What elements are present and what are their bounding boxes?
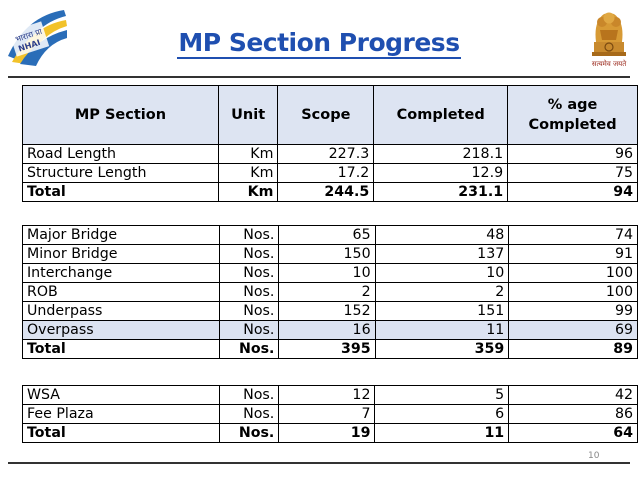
cell-pct: 75	[507, 163, 638, 183]
cell-unit: Nos.	[218, 339, 280, 359]
cell-completed: 151	[374, 301, 510, 321]
cell-completed: 231.1	[373, 182, 509, 202]
table-total-row: Total Nos. 19 11 64	[22, 423, 638, 443]
cell-completed: 218.1	[373, 144, 509, 164]
cell-scope: 12	[278, 385, 376, 405]
cell-pct: 69	[508, 320, 638, 340]
cell-name: Road Length	[22, 144, 219, 164]
cell-unit: Km	[217, 144, 279, 164]
table-header-row: MP Section Unit Scope Completed % age Co…	[22, 85, 638, 145]
cell-scope: 19	[278, 423, 376, 443]
cell-unit: Nos.	[218, 423, 280, 443]
cell-unit: Km	[217, 182, 279, 202]
cell-name: WSA	[22, 385, 220, 405]
cell-unit: Nos.	[218, 301, 280, 321]
cell-scope: 10	[278, 263, 376, 283]
cell-name: Total	[22, 182, 219, 202]
cell-scope: 2	[278, 282, 376, 302]
cell-completed: 2	[374, 282, 510, 302]
cell-pct: 91	[508, 244, 638, 264]
cell-scope: 227.3	[277, 144, 375, 164]
cell-pct: 42	[508, 385, 638, 405]
cell-scope: 244.5	[277, 182, 375, 202]
cell-unit: Nos.	[218, 225, 280, 245]
header-completed: Completed	[373, 85, 509, 145]
cell-completed: 11	[374, 423, 510, 443]
progress-table-facilities: WSA Nos. 12 5 42 Fee Plaza Nos. 7 6 86 T…	[22, 385, 638, 443]
top-divider	[8, 76, 630, 78]
cell-completed: 5	[374, 385, 510, 405]
emblem-caption: सत्यमेव जयते	[591, 60, 627, 68]
cell-pct: 94	[507, 182, 638, 202]
header-unit: Unit	[217, 85, 279, 145]
header-scope: Scope	[277, 85, 375, 145]
cell-unit: Nos.	[218, 263, 280, 283]
table-row: Minor Bridge Nos. 150 137 91	[22, 244, 638, 264]
table-total-row: Total Nos. 395 359 89	[22, 339, 638, 359]
header-mp-section: MP Section	[22, 85, 219, 145]
cell-pct: 86	[508, 404, 638, 424]
cell-name: Interchange	[22, 263, 220, 283]
national-emblem-logo: सत्यमेव जयते	[586, 4, 632, 72]
header-percent-completed: % age Completed	[507, 85, 638, 145]
cell-pct: 64	[508, 423, 638, 443]
cell-completed: 12.9	[373, 163, 509, 183]
cell-scope: 16	[278, 320, 376, 340]
page-number: 10	[588, 451, 600, 461]
progress-table-length: MP Section Unit Scope Completed % age Co…	[22, 85, 638, 202]
table-row-highlighted: Overpass Nos. 16 11 69	[22, 320, 638, 340]
cell-name: Total	[22, 423, 220, 443]
table-row: Major Bridge Nos. 65 48 74	[22, 225, 638, 245]
table-total-row: Total Km 244.5 231.1 94	[22, 182, 638, 202]
cell-completed: 137	[374, 244, 510, 264]
cell-unit: Nos.	[218, 404, 280, 424]
table-row: Structure Length Km 17.2 12.9 75	[22, 163, 638, 183]
cell-scope: 150	[278, 244, 376, 264]
cell-unit: Nos.	[218, 282, 280, 302]
table-row: Interchange Nos. 10 10 100	[22, 263, 638, 283]
cell-pct: 100	[508, 263, 638, 283]
header-percent-label: % age Completed	[528, 97, 617, 133]
cell-name: Structure Length	[22, 163, 219, 183]
cell-name: Underpass	[22, 301, 220, 321]
cell-pct: 99	[508, 301, 638, 321]
cell-unit: Nos.	[218, 244, 280, 264]
cell-completed: 6	[374, 404, 510, 424]
cell-scope: 395	[278, 339, 376, 359]
cell-name: Total	[22, 339, 220, 359]
page-title: MP Section Progress	[177, 28, 461, 59]
cell-completed: 359	[374, 339, 510, 359]
table-row: ROB Nos. 2 2 100	[22, 282, 638, 302]
cell-name: Overpass	[22, 320, 220, 340]
cell-pct: 100	[508, 282, 638, 302]
cell-completed: 48	[374, 225, 510, 245]
cell-unit: Km	[217, 163, 279, 183]
cell-name: Major Bridge	[22, 225, 220, 245]
cell-scope: 7	[278, 404, 376, 424]
nhai-logo: भारारा प्रा NHAI	[6, 6, 68, 68]
table-row: Underpass Nos. 152 151 99	[22, 301, 638, 321]
cell-scope: 152	[278, 301, 376, 321]
cell-completed: 11	[374, 320, 510, 340]
cell-unit: Nos.	[218, 320, 280, 340]
cell-name: ROB	[22, 282, 220, 302]
cell-name: Minor Bridge	[22, 244, 220, 264]
cell-unit: Nos.	[218, 385, 280, 405]
cell-scope: 65	[278, 225, 376, 245]
cell-pct: 89	[508, 339, 638, 359]
cell-pct: 74	[508, 225, 638, 245]
table-row: Fee Plaza Nos. 7 6 86	[22, 404, 638, 424]
table-row: Road Length Km 227.3 218.1 96	[22, 144, 638, 164]
cell-pct: 96	[507, 144, 638, 164]
table-row: WSA Nos. 12 5 42	[22, 385, 638, 405]
cell-name: Fee Plaza	[22, 404, 220, 424]
bottom-divider	[8, 462, 630, 464]
cell-scope: 17.2	[277, 163, 375, 183]
progress-table-structures: Major Bridge Nos. 65 48 74 Minor Bridge …	[22, 225, 638, 359]
cell-completed: 10	[374, 263, 510, 283]
